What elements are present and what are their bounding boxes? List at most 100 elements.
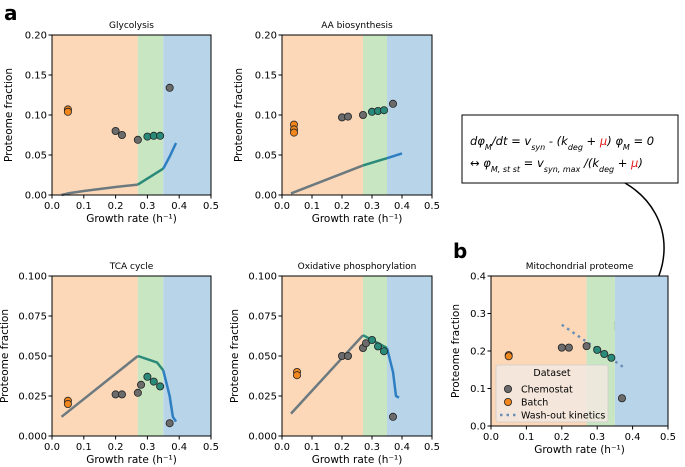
y-tick-label: 0.025: [248, 392, 277, 403]
x-tick-label: 0.1: [518, 432, 534, 443]
chart-2: 0.0 0.1 0.2 0.3 0.4 0.5 0.00 0.05 0.10 0.15 0.20 AA…: [233, 21, 440, 225]
model-line-chemostat: [162, 370, 178, 423]
chemostat-transition-point-3: [156, 131, 165, 140]
panel-a-letter: a: [4, 1, 18, 25]
y-tick-label: 0.10: [255, 111, 277, 122]
y-tick-label: 0.100: [248, 272, 277, 283]
chemostat-transition-point-1: [367, 335, 376, 344]
x-tick-label: 0.1: [76, 442, 92, 453]
x-tick-label: 0.2: [554, 432, 570, 443]
batch-point-2: [63, 107, 72, 116]
chemostat-transition-point-2: [149, 377, 158, 386]
x-axis-label: Growth rate (h⁻¹): [86, 213, 177, 225]
chemostat-point-2: [564, 343, 573, 352]
y-tick-label: 0.075: [18, 312, 47, 323]
y-tick-label: 0.05: [25, 151, 47, 162]
model-line-transition: [362, 157, 388, 167]
chemostat-point-3: [133, 388, 142, 397]
legend-batch-label: Batch: [521, 398, 548, 409]
equation-line-2: ↔ φM, st st = vsyn, max /(kdeg + μ): [470, 156, 643, 174]
y-tick-label: 0.20: [25, 31, 47, 42]
chemostat-point-2: [117, 130, 126, 139]
batch-point-3: [289, 128, 298, 137]
chart-3: 0.0 0.1 0.2 0.3 0.4 0.5 0.000 0.025 0.050 0.075 0.…: [0, 262, 219, 466]
x-tick-label: 0.2: [108, 201, 124, 212]
legend: Dataset Chemostat Batch Wash-out kinetics: [495, 364, 609, 423]
equation-box: dφM/dt = vsyn - (kdeg + μ) φM = 0 ↔ φM, …: [461, 114, 679, 184]
x-axis-label: Growth rate (h⁻¹): [312, 213, 403, 225]
x-tick-label: 0.5: [203, 201, 219, 212]
y-tick-label: 0.075: [248, 312, 277, 323]
y-axis-label: Proteome fraction: [0, 309, 11, 403]
x-tick-label: 0.0: [483, 432, 499, 443]
x-tick-label: 0.0: [44, 442, 60, 453]
chemostat-transition-point-3: [379, 106, 388, 115]
x-tick-label: 0.5: [424, 442, 440, 453]
chemostat-point-1: [111, 127, 120, 136]
x-tick-label: 0.4: [171, 442, 187, 453]
chemostat-transition-point-3: [156, 382, 165, 391]
growth-zone-3: [163, 276, 211, 436]
legend-box: [495, 364, 609, 423]
growth-zone-2: [137, 276, 164, 436]
y-axis-label: Proteome fraction: [450, 304, 462, 398]
chemostat-point-3: [133, 135, 142, 144]
legend-chemostat-marker: [503, 384, 512, 393]
model-line-transition: [137, 167, 164, 186]
batch-point-2: [292, 371, 301, 380]
chart-title: Oxidative phosphorylation: [298, 262, 417, 272]
chemostat-point-4: [388, 99, 397, 108]
growth-zone-3: [163, 35, 211, 195]
x-axis-label: Growth rate (h⁻¹): [312, 454, 403, 466]
x-tick-label: 0.5: [203, 442, 219, 453]
x-tick-label: 0.0: [274, 442, 290, 453]
x-tick-label: 0.0: [44, 201, 60, 212]
model-line-chemostat: [385, 347, 400, 399]
model-line-batch: [290, 334, 364, 415]
growth-zone-3: [387, 35, 432, 195]
y-tick-label: 0.00: [25, 191, 47, 202]
x-tick-label: 0.3: [139, 201, 155, 212]
x-tick-label: 0.5: [660, 432, 676, 443]
legend-title: Dataset: [533, 368, 570, 379]
y-tick-label: 0.05: [255, 151, 277, 162]
y-tick-label: 0.100: [18, 272, 47, 283]
chemostat-point-3: [582, 342, 591, 351]
x-tick-label: 0.4: [394, 442, 410, 453]
legend-washout-label: Wash-out kinetics: [521, 411, 605, 422]
model-line-chemostat: [162, 142, 178, 170]
x-tick-label: 0.4: [394, 201, 410, 212]
x-tick-label: 0.4: [171, 201, 187, 212]
panel-b-letter: b: [453, 239, 467, 263]
growth-zone-2: [363, 35, 387, 195]
chemostat-point-2: [117, 390, 126, 399]
y-axis-label: Proteome fraction: [233, 68, 245, 162]
x-axis-label: Growth rate (h⁻¹): [86, 454, 177, 466]
chemostat-point-5: [388, 412, 397, 421]
legend-batch-marker: [503, 397, 512, 406]
x-tick-label: 0.2: [334, 442, 350, 453]
chemostat-transition-point-2: [600, 349, 609, 358]
x-tick-label: 0.2: [334, 201, 350, 212]
y-tick-label: 0.050: [18, 352, 47, 363]
chemostat-transition-point-1: [593, 345, 602, 354]
x-tick-label: 0.1: [304, 201, 320, 212]
y-tick-label: 0.1: [470, 384, 486, 395]
chart-title: Glycolysis: [109, 21, 154, 31]
chemostat-point-2: [343, 112, 352, 121]
batch-point-2: [504, 352, 513, 361]
chemostat-point-1: [557, 343, 566, 352]
growth-zone-1: [52, 276, 138, 436]
y-tick-label: 0.000: [18, 432, 47, 443]
y-tick-label: 0.20: [255, 31, 277, 42]
y-axis-label: Proteome fraction: [3, 68, 15, 162]
x-tick-label: 0.3: [364, 442, 380, 453]
y-tick-label: 0.00: [255, 191, 277, 202]
chemostat-point-3: [358, 111, 367, 120]
chemostat-point-4: [165, 83, 174, 92]
y-tick-label: 0.3: [470, 309, 486, 320]
x-tick-label: 0.1: [304, 442, 320, 453]
batch-point-2: [63, 399, 72, 408]
y-tick-label: 0.10: [25, 111, 47, 122]
